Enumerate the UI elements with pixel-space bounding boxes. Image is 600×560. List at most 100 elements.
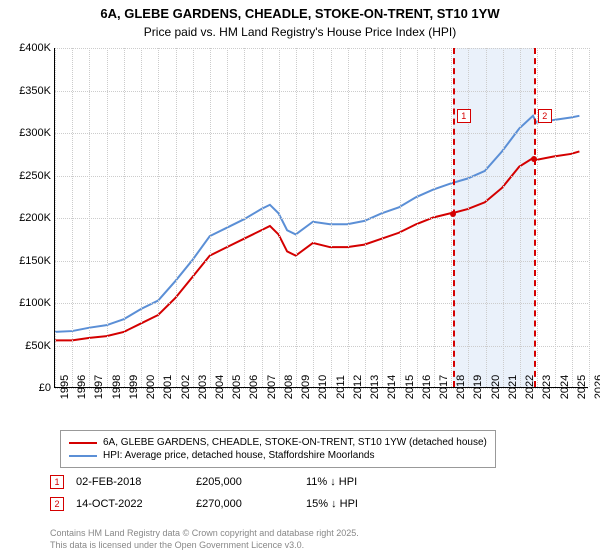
x-axis-label: 2015 [400,375,416,399]
x-axis-label: 2002 [176,375,192,399]
grid-line-v [589,48,590,387]
grid-line-v [520,48,521,387]
y-axis-label: £400K [19,42,55,54]
x-axis-label: 2003 [193,375,209,399]
chart-title-line2: Price paid vs. HM Land Registry's House … [0,25,600,43]
x-axis-label: 2012 [348,375,364,399]
sale-marker-box-2: 2 [538,109,552,123]
x-axis-label: 2026 [589,375,600,399]
grid-line-h [55,133,588,134]
grid-line-v [468,48,469,387]
sale-row-marker: 1 [50,475,64,489]
sale-point-1 [450,211,456,217]
grid-line-v [400,48,401,387]
chart-title-line1: 6A, GLEBE GARDENS, CHEADLE, STOKE-ON-TRE… [0,0,600,25]
legend-swatch [69,442,97,444]
sale-pct: 11% ↓ HPI [306,476,416,488]
grid-line-v [72,48,73,387]
grid-line-h [55,261,588,262]
x-axis-label: 2016 [417,375,433,399]
x-axis-label: 2009 [296,375,312,399]
legend-label: 6A, GLEBE GARDENS, CHEADLE, STOKE-ON-TRE… [103,437,487,448]
grid-line-v [262,48,263,387]
legend: 6A, GLEBE GARDENS, CHEADLE, STOKE-ON-TRE… [60,430,496,468]
sale-pct: 15% ↓ HPI [306,498,416,510]
grid-line-v [331,48,332,387]
y-axis-label: £50K [25,340,55,352]
grid-line-v [193,48,194,387]
x-axis-label: 2007 [262,375,278,399]
grid-line-v [279,48,280,387]
sale-marker-line-2 [534,48,536,387]
x-axis-label: 2014 [382,375,398,399]
grid-line-v [503,48,504,387]
grid-line-v [555,48,556,387]
sale-marker-line-1 [453,48,455,387]
x-axis-label: 1999 [124,375,140,399]
plot-area: £0£50K£100K£150K£200K£250K£300K£350K£400… [54,48,588,388]
x-axis-label: 2001 [158,375,174,399]
x-axis-label: 2020 [486,375,502,399]
footer: Contains HM Land Registry data © Crown c… [50,528,359,551]
sale-row-marker: 2 [50,497,64,511]
chart-container: 6A, GLEBE GARDENS, CHEADLE, STOKE-ON-TRE… [0,0,600,560]
legend-label: HPI: Average price, detached house, Staf… [103,450,374,461]
x-axis-label: 1997 [89,375,105,399]
x-axis-label: 2023 [537,375,553,399]
legend-row-hpi: HPI: Average price, detached house, Staf… [69,450,487,461]
grid-line-v [434,48,435,387]
grid-line-h [55,48,588,49]
sale-price: £270,000 [196,498,306,510]
y-axis-label: £250K [19,170,55,182]
x-axis-label: 2019 [468,375,484,399]
footer-line1: Contains HM Land Registry data © Crown c… [50,528,359,540]
legend-swatch [69,455,97,457]
sale-point-2 [531,156,537,162]
grid-line-v [244,48,245,387]
x-axis-label: 2013 [365,375,381,399]
grid-line-v [296,48,297,387]
sale-row-2: 214-OCT-2022£270,00015% ↓ HPI [50,497,416,511]
x-axis-label: 2021 [503,375,519,399]
grid-line-v [210,48,211,387]
grid-line-v [141,48,142,387]
y-axis-label: £150K [19,255,55,267]
sale-marker-box-1: 1 [457,109,471,123]
x-axis-label: 1998 [107,375,123,399]
grid-line-v [382,48,383,387]
series-line-hpi [55,116,579,332]
grid-line-v [365,48,366,387]
grid-line-v [227,48,228,387]
y-axis-label: £350K [19,85,55,97]
grid-line-v [572,48,573,387]
x-axis-label: 2005 [227,375,243,399]
grid-line-v [313,48,314,387]
x-axis-label: 1996 [72,375,88,399]
grid-line-h [55,218,588,219]
grid-line-h [55,303,588,304]
x-axis-label: 1995 [55,375,71,399]
grid-line-v [537,48,538,387]
grid-line-v [55,48,56,387]
grid-line-v [107,48,108,387]
x-axis-label: 2010 [313,375,329,399]
grid-line-v [158,48,159,387]
grid-line-v [417,48,418,387]
grid-line-v [348,48,349,387]
x-axis-label: 2006 [244,375,260,399]
x-axis-label: 2024 [555,375,571,399]
y-axis-label: £300K [19,127,55,139]
x-axis-label: 2017 [434,375,450,399]
series-line-price_paid [55,151,579,340]
x-axis-label: 2011 [331,375,347,399]
grid-line-v [176,48,177,387]
grid-line-v [124,48,125,387]
grid-line-h [55,176,588,177]
sale-date: 02-FEB-2018 [76,476,196,488]
y-axis-label: £200K [19,212,55,224]
legend-row-price_paid: 6A, GLEBE GARDENS, CHEADLE, STOKE-ON-TRE… [69,437,487,448]
x-axis-label: 2025 [572,375,588,399]
grid-line-v [486,48,487,387]
x-axis-label: 2008 [279,375,295,399]
y-axis-label: £100K [19,297,55,309]
